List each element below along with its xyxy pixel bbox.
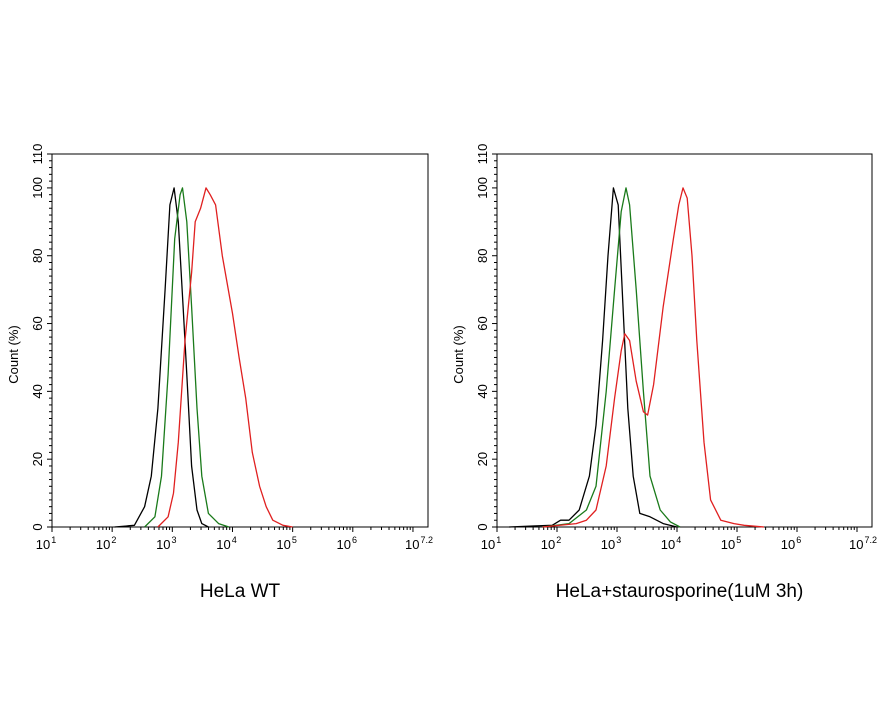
x-tick-label: 102 [541,535,561,552]
histogram-series-2 [542,187,681,528]
x-tick-label: 105 [721,535,741,552]
x-tick-label: 106 [337,535,357,552]
histogram-series-2 [144,187,230,528]
x-tick-label: 102 [96,535,116,552]
x-tick-label: 104 [661,535,681,552]
y-tick-label: 80 [475,248,490,262]
y-tick-label: 40 [475,384,490,398]
plot-frame [51,153,429,528]
y-tick-label: 0 [475,523,490,530]
x-tick-label: 103 [156,535,176,552]
y-tick-label: 20 [475,452,490,466]
y-tick-label: 20 [30,452,45,466]
y-tick-label: 40 [30,384,45,398]
y-tick-label: 100 [475,177,490,199]
x-tick-label: 101 [36,535,56,552]
histogram-series-1 [508,187,678,528]
x-tick-label: 104 [216,535,236,552]
panel-title: HeLa WT [200,581,281,602]
x-tick-label: 103 [601,535,621,552]
y-tick-label: 0 [30,523,45,530]
y-tick-label: 60 [30,316,45,330]
panel-title: HeLa+staurosporine(1uM 3h) [556,581,804,602]
x-tick-label: 105 [276,535,296,552]
y-tick-label: 110 [30,144,45,165]
histogram-series-3 [542,187,765,528]
x-tick-label: 106 [781,535,801,552]
chart-panel-1: 0 20 40 60 80 100 110 101 102 103 104 105 106 107.2 Co… [6,144,433,602]
y-tick-label: 80 [30,248,45,262]
histogram-series-1 [114,187,209,528]
x-tick-label: 107.2 [405,535,433,552]
plot-frame [496,153,873,528]
y-axis-label: Count (%) [6,325,21,384]
histogram-series-3 [157,187,293,528]
y-tick-label: 100 [30,177,45,199]
chart-panel-2: 0 20 40 60 80 100 110 101 102 103 104 105 106 107.2 Co… [451,144,877,602]
y-tick-label: 110 [475,144,490,165]
y-axis-label: Count (%) [451,325,466,384]
x-tick-label: 101 [481,535,501,552]
x-tick-label: 107.2 [849,535,877,552]
y-tick-label: 60 [475,316,490,330]
